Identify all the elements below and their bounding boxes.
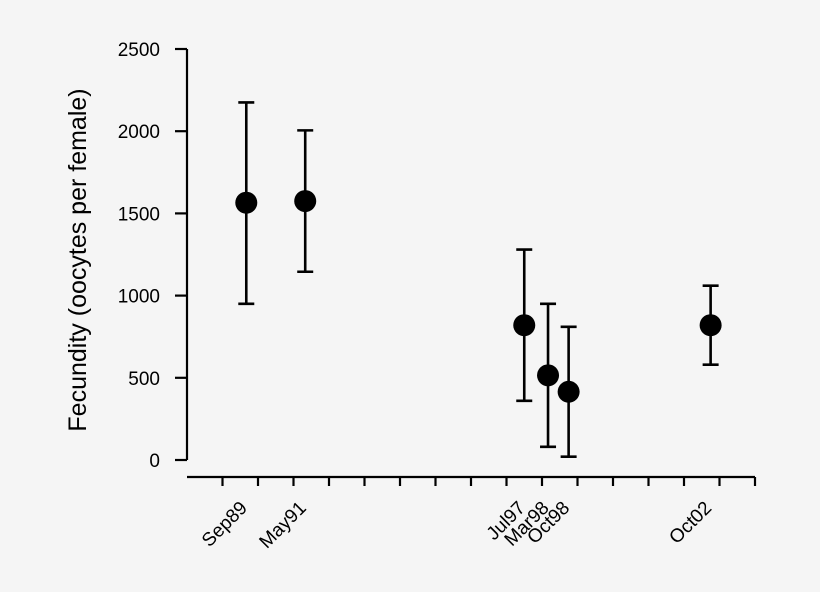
data-point <box>537 364 560 387</box>
y-tick-label: 0 <box>149 451 160 472</box>
y-tick-label: 1000 <box>118 287 160 308</box>
data-point <box>513 314 536 337</box>
y-axis-label: Fecundity (oocytes per female) <box>64 88 92 431</box>
x-tick-label: Oct02 <box>665 498 716 549</box>
data-points <box>235 190 722 403</box>
data-point <box>557 380 580 403</box>
x-tick-label: May91 <box>256 498 311 553</box>
data-point <box>235 191 258 214</box>
data-point <box>294 190 317 213</box>
y-tick-label: 2500 <box>118 40 160 61</box>
x-tick-label: Sep89 <box>198 498 252 552</box>
error-bars <box>238 101 719 459</box>
y-axis: 0 500 1000 1500 2000 2500 <box>118 40 189 472</box>
y-tick-label: 500 <box>128 369 160 390</box>
data-point <box>699 314 722 337</box>
y-tick-label: 2000 <box>118 122 160 143</box>
y-tick-label: 1500 <box>118 204 160 225</box>
